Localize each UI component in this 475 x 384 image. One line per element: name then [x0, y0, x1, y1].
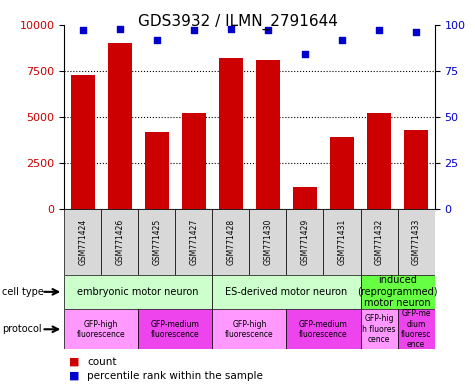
Text: GSM771431: GSM771431: [338, 219, 346, 265]
Point: [301, 51, 309, 58]
Text: ES-derived motor neuron: ES-derived motor neuron: [225, 287, 348, 297]
Bar: [212, 309, 286, 349]
Bar: [293, 187, 317, 209]
Point: [375, 27, 383, 33]
Point: [412, 29, 420, 35]
Bar: [323, 209, 361, 275]
Bar: [404, 130, 428, 209]
Point: [153, 36, 161, 43]
Bar: [212, 275, 361, 309]
Text: GFP-high
fluorescence: GFP-high fluorescence: [225, 319, 274, 339]
Bar: [138, 309, 212, 349]
Bar: [367, 113, 391, 209]
Bar: [64, 309, 138, 349]
Bar: [256, 60, 280, 209]
Text: embryonic motor neuron: embryonic motor neuron: [77, 287, 199, 297]
Text: GFP-hig
h fluores
cence: GFP-hig h fluores cence: [362, 314, 396, 344]
Point: [116, 26, 124, 32]
Bar: [249, 209, 286, 275]
Text: GSM771430: GSM771430: [264, 219, 272, 265]
Bar: [398, 309, 435, 349]
Bar: [398, 209, 435, 275]
Text: GSM771428: GSM771428: [227, 219, 235, 265]
Bar: [286, 309, 361, 349]
Text: count: count: [87, 357, 116, 367]
Text: GSM771427: GSM771427: [190, 219, 198, 265]
Bar: [361, 209, 398, 275]
Text: GDS3932 / ILMN_2791644: GDS3932 / ILMN_2791644: [138, 13, 337, 30]
Text: induced
(reprogrammed)
motor neuron: induced (reprogrammed) motor neuron: [357, 275, 438, 308]
Point: [79, 27, 86, 33]
Text: GFP-medium
fluorescence: GFP-medium fluorescence: [299, 319, 348, 339]
Point: [264, 27, 272, 33]
Point: [190, 27, 198, 33]
Text: GFP-medium
fluorescence: GFP-medium fluorescence: [151, 319, 200, 339]
Text: GFP-me
dium
fluoresc
ence: GFP-me dium fluoresc ence: [401, 309, 431, 349]
Bar: [182, 113, 206, 209]
Point: [338, 36, 346, 43]
Bar: [361, 275, 435, 309]
Bar: [286, 209, 323, 275]
Bar: [145, 132, 169, 209]
Bar: [64, 275, 212, 309]
Text: ■: ■: [69, 357, 79, 367]
Text: protocol: protocol: [2, 324, 42, 334]
Text: GSM771426: GSM771426: [115, 219, 124, 265]
Bar: [108, 43, 132, 209]
Text: GSM771429: GSM771429: [301, 219, 309, 265]
Bar: [212, 209, 249, 275]
Point: [227, 26, 235, 32]
Bar: [175, 209, 212, 275]
Bar: [71, 75, 95, 209]
Bar: [101, 209, 138, 275]
Text: cell type: cell type: [2, 287, 44, 297]
Text: percentile rank within the sample: percentile rank within the sample: [87, 371, 263, 381]
Bar: [64, 209, 101, 275]
Text: GSM771424: GSM771424: [78, 219, 87, 265]
Text: ■: ■: [69, 371, 79, 381]
Bar: [330, 137, 354, 209]
Bar: [361, 309, 398, 349]
Bar: [219, 58, 243, 209]
Text: GSM771432: GSM771432: [375, 219, 383, 265]
Text: GFP-high
fluorescence: GFP-high fluorescence: [77, 319, 125, 339]
Text: GSM771433: GSM771433: [412, 219, 420, 265]
Bar: [138, 209, 175, 275]
Text: GSM771425: GSM771425: [152, 219, 161, 265]
